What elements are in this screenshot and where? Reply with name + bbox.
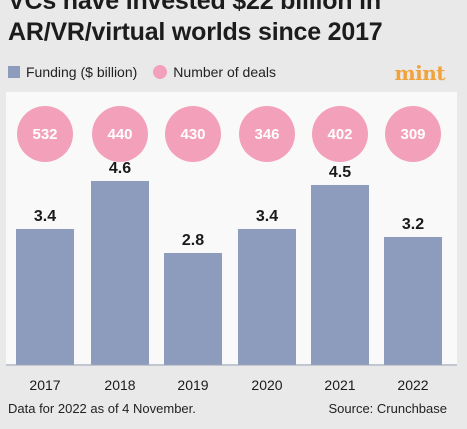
funding-bar-2018 — [91, 181, 149, 365]
title-line-1: VCs have invested $22 billion in — [8, 0, 381, 15]
deals-circle-2021 — [312, 106, 368, 162]
legend: Funding ($ billion) Number of deals — [8, 62, 276, 82]
x-tick-2019: 2019 — [177, 377, 208, 393]
deals-label-2020: 346 — [254, 126, 279, 143]
funding-label-2022: 3.2 — [402, 216, 424, 233]
funding-label-2017: 3.4 — [34, 208, 56, 225]
legend-funding-label: Funding ($ billion) — [26, 64, 138, 80]
plot-panel — [6, 92, 457, 364]
source-note: Source: Crunchbase — [328, 401, 447, 416]
x-tick-2018: 2018 — [104, 377, 135, 393]
funding-label-2020: 3.4 — [256, 208, 278, 225]
deals-label-2021: 402 — [327, 126, 352, 143]
deals-label-2019: 430 — [180, 126, 205, 143]
deals-label-2018: 440 — [107, 126, 132, 143]
footnote: Data for 2022 as of 4 November. — [8, 401, 196, 416]
chart-title: VCs have invested $22 billion in AR/VR/v… — [8, 0, 463, 48]
title-line-2: AR/VR/virtual worlds since 2017 — [8, 18, 383, 46]
funding-label-2018: 4.6 — [109, 160, 131, 177]
funding-bar-2019 — [164, 253, 222, 365]
x-tick-2022: 2022 — [397, 377, 428, 393]
funding-bar-2022 — [384, 237, 442, 365]
funding-label-2019: 2.8 — [182, 232, 204, 249]
deals-circle-2018 — [92, 106, 148, 162]
mint-logo: mint — [394, 61, 445, 85]
deals-circle-2022 — [385, 106, 441, 162]
deals-label-2017: 532 — [32, 126, 57, 143]
x-tick-2021: 2021 — [324, 377, 355, 393]
deals-circle-2019 — [165, 106, 221, 162]
x-tick-2017: 2017 — [29, 377, 60, 393]
deals-label-2022: 309 — [400, 126, 425, 143]
x-tick-2020: 2020 — [251, 377, 282, 393]
legend-funding-swatch — [8, 66, 20, 78]
funding-label-2021: 4.5 — [329, 164, 351, 181]
deals-circle-2020 — [239, 106, 295, 162]
legend-deals-label: Number of deals — [173, 64, 277, 80]
funding-bar-2020 — [238, 229, 296, 365]
legend-deals-swatch — [153, 65, 168, 79]
funding-bar-2021 — [311, 185, 369, 365]
funding-bar-2017 — [16, 229, 74, 365]
deals-circle-2017 — [17, 106, 73, 162]
